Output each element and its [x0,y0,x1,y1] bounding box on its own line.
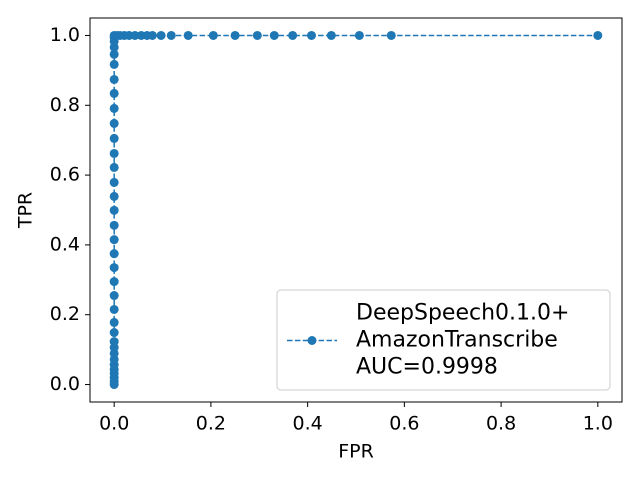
y-tick-label: 1.0 [50,24,80,46]
data-point [130,30,140,40]
data-point [109,118,119,128]
data-point [156,30,166,40]
data-point [109,133,119,143]
y-tick-label: 0.4 [50,233,80,255]
data-point [109,249,119,259]
legend-label: DeepSpeech0.1.0+ AmazonTranscribe AUC=0.99… [356,301,569,380]
x-tick-label: 0.6 [389,413,419,435]
y-tick-label: 0.8 [50,94,80,116]
data-point [109,277,119,287]
data-point [230,30,240,40]
data-point [307,30,317,40]
legend-box [276,289,611,391]
data-point [109,220,119,230]
data-point [166,30,176,40]
data-point [109,304,119,314]
data-point [109,103,119,113]
data-point [288,30,298,40]
data-point [109,59,119,69]
data-point [593,30,603,40]
x-tick-label: 1.0 [583,413,613,435]
data-point [109,49,119,59]
x-axis-label: FPR [338,441,374,463]
data-point [109,317,119,327]
data-point [386,30,396,40]
data-point [354,30,364,40]
x-tick-label: 0.0 [99,413,129,435]
y-axis-label: TPR [15,192,37,229]
data-point [109,263,119,273]
data-point [109,191,119,201]
legend-marker [307,336,317,345]
data-point [109,291,119,301]
data-point [252,30,262,40]
data-point [109,235,119,245]
data-point [109,337,119,347]
plot-frame [89,17,623,403]
y-tick-label: 0.6 [50,164,80,186]
data-point [269,30,279,40]
y-tick-label: 0.2 [50,303,80,325]
data-point [326,30,336,40]
data-point [147,30,157,40]
x-tick-label: 0.4 [293,413,323,435]
data-point [208,30,218,40]
data-point [109,74,119,84]
data-point [109,88,119,98]
x-tick-label: 0.8 [486,413,516,435]
x-tick-label: 0.2 [196,413,226,435]
data-point [183,30,193,40]
data-point [109,148,119,158]
data-point [109,205,119,215]
y-tick-label: 0.0 [50,373,80,395]
data-point [109,162,119,172]
data-point [109,177,119,187]
data-point [109,328,119,338]
